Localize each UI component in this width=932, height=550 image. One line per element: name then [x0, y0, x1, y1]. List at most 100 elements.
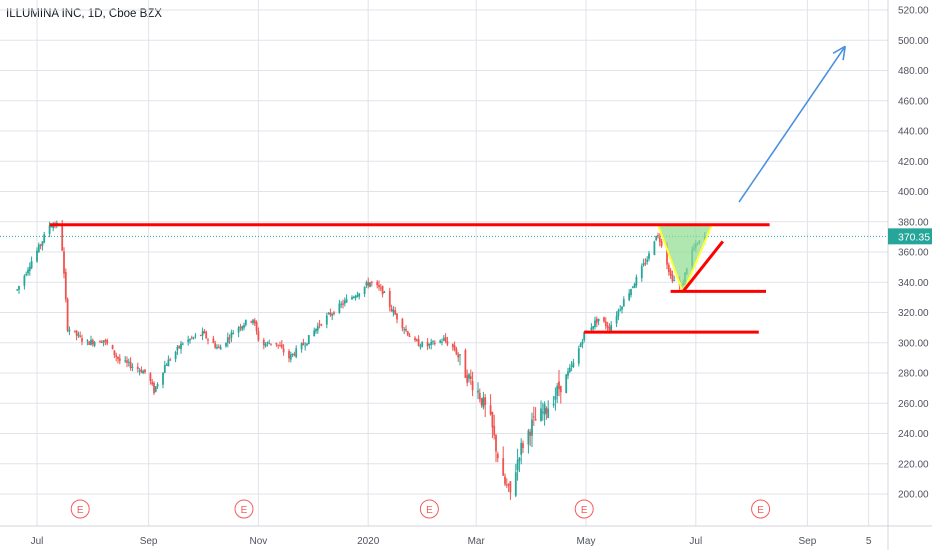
candle-body	[340, 303, 343, 305]
candle-body	[138, 370, 141, 372]
earnings-marker	[574, 499, 594, 519]
candle-body	[433, 342, 436, 345]
candle-body	[469, 376, 472, 379]
candle-body	[547, 408, 550, 418]
candle-body	[466, 375, 469, 383]
candle-body	[304, 345, 307, 347]
candle-body	[493, 425, 496, 436]
y-tick-label: 380.00	[898, 217, 929, 228]
y-tick-label: 320.00	[898, 308, 929, 319]
candle-body	[640, 266, 643, 279]
y-tick-label: 260.00	[898, 399, 929, 410]
candle-body	[167, 359, 170, 367]
earnings-marker	[70, 499, 90, 519]
target-arrow-head	[832, 45, 846, 54]
trend-up-line	[682, 240, 724, 293]
candle-body	[509, 481, 512, 493]
candle-body	[567, 371, 569, 376]
x-tick-label: Sep	[140, 536, 158, 547]
candle-body	[379, 287, 382, 289]
candle-body	[522, 443, 524, 448]
candle-body	[480, 398, 483, 406]
candle-body	[50, 226, 53, 228]
candle-body	[282, 348, 285, 353]
candle-body	[630, 289, 632, 296]
candle-body	[39, 244, 42, 246]
candle-body	[111, 345, 114, 350]
candle-body	[392, 310, 395, 313]
candle-body	[201, 331, 204, 336]
candle-body	[252, 319, 254, 324]
candle-body	[655, 236, 658, 241]
candle-body	[534, 419, 537, 421]
last-price-label: 370.35	[898, 231, 930, 243]
candle-body	[192, 337, 195, 339]
last-price-tag	[888, 228, 932, 245]
candle-body	[505, 484, 508, 486]
candle-body	[189, 338, 191, 341]
candle-body	[216, 346, 218, 349]
candle-body	[406, 331, 409, 336]
candle-body	[453, 345, 456, 350]
candle-body	[617, 310, 620, 317]
candle-body	[606, 325, 609, 328]
candle-body	[403, 329, 406, 331]
candle-body	[214, 343, 217, 348]
candle-body	[102, 340, 105, 343]
candle-body	[23, 275, 26, 286]
candle-body	[342, 303, 344, 305]
candle-body	[646, 259, 649, 262]
candle-body	[124, 360, 127, 362]
candle-body	[325, 315, 328, 325]
candle-body	[79, 335, 82, 337]
y-tick-label: 440.00	[898, 127, 929, 138]
candle-body	[671, 274, 674, 282]
candle-body	[37, 244, 40, 252]
candle-body	[295, 348, 298, 358]
candle-body	[619, 309, 622, 311]
candle-body	[163, 365, 166, 373]
candle-body	[444, 337, 447, 342]
candle-body	[68, 329, 71, 332]
candle-body	[376, 281, 379, 286]
candle-body	[365, 282, 368, 286]
earnings-label: E	[241, 505, 248, 516]
candle-body	[156, 384, 159, 387]
earnings-label: E	[426, 505, 433, 516]
candle-body	[446, 340, 449, 345]
candle-body	[131, 366, 134, 368]
x-tick-label: Jul	[31, 536, 44, 547]
candle-body	[93, 342, 96, 346]
candle-body	[590, 327, 593, 331]
pattern-edge-right	[682, 224, 713, 294]
y-tick-label: 480.00	[898, 66, 929, 77]
candle-body	[266, 342, 269, 344]
candle-body	[369, 282, 371, 287]
candle-body	[414, 337, 416, 341]
candle-body	[306, 343, 308, 346]
candle-body	[205, 331, 208, 338]
candle-body	[653, 241, 656, 255]
candle-body	[117, 356, 119, 360]
candle-body	[88, 341, 91, 345]
x-tick-label: Nov	[250, 536, 268, 547]
y-tick-label: 360.00	[898, 248, 929, 259]
candle-body	[556, 385, 559, 396]
candle-body	[633, 284, 636, 288]
candle-body	[648, 253, 650, 259]
candle-body	[442, 338, 445, 341]
candle-body	[180, 343, 182, 350]
candle-body	[142, 371, 145, 374]
candle-body	[165, 364, 168, 366]
candle-body	[99, 341, 101, 343]
candle-body	[343, 300, 346, 304]
candle-body	[559, 386, 562, 393]
candle-body	[441, 341, 443, 343]
y-tick-label: 460.00	[898, 96, 929, 107]
candle-body	[255, 322, 258, 332]
target-arrow	[738, 45, 846, 203]
candle-body	[622, 299, 625, 307]
earnings-label: E	[581, 505, 588, 516]
candle-body	[187, 339, 190, 343]
